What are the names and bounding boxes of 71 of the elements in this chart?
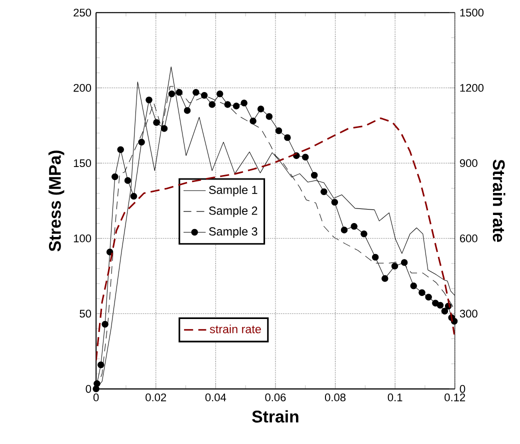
y2-tick-label: 600 [460,234,478,242]
point [320,188,328,195]
y2-tick-label: 300 [460,310,478,318]
point [425,294,432,300]
point [153,118,160,126]
point [146,96,152,104]
point [94,380,100,387]
point [176,88,183,96]
x-tick-label: 0.06 [265,393,286,402]
point [200,92,208,99]
x-tick-label: 0.1 [388,393,402,402]
point [232,102,240,110]
point [266,112,273,120]
point [106,248,114,256]
legend-label: Sample 1 [209,185,258,196]
point [400,258,408,266]
point [331,198,338,206]
point [240,99,248,106]
x-axis-title: Strain [252,410,298,422]
y2-tick-label: 900 [460,159,478,167]
point [138,138,145,146]
point [302,154,309,160]
y2-axis-title: Strain rate [492,159,506,242]
y-tick-label: 0 [86,384,92,393]
x-tick-label: 0.08 [324,393,346,402]
point [360,230,368,238]
point [350,222,358,230]
x-tick-label: 0.12 [444,393,466,402]
point [250,117,256,124]
point [117,146,124,153]
point [97,361,104,368]
point [216,90,224,98]
point [284,134,291,141]
y2-tick-label: 1500 [460,8,484,16]
point [441,308,448,314]
point [124,176,132,184]
x-tick-label: 0 [93,393,99,402]
point [208,100,216,108]
point [184,106,191,114]
y-tick-label: 150 [74,159,92,167]
legend-label: Sample 2 [209,206,258,217]
line-series [96,117,455,361]
point [160,124,168,132]
y-tick-label: 200 [74,84,92,92]
point [224,100,232,108]
y-tick-label: 250 [74,8,92,16]
point [257,105,264,112]
point [432,300,439,306]
point [168,90,176,98]
y2-tick-label: 1200 [460,84,484,92]
x-tick-label: 0.04 [205,393,226,402]
point [382,274,388,282]
y-tick-label: 50 [80,310,92,318]
point [112,173,118,180]
legend-label: Sample 3 [209,226,258,238]
y-axis-title: Stress (MPa) [48,150,64,252]
point [102,320,108,328]
point [372,254,379,260]
point [340,226,348,234]
point [192,88,200,96]
point [310,172,318,178]
x-tick-label: 0.02 [146,393,166,402]
y2-tick-label: 0 [460,384,466,393]
point [410,282,417,290]
legend-label: strain rate [210,324,261,334]
y-tick-label: 100 [74,234,92,242]
point [275,127,282,134]
point [418,289,426,296]
point [130,192,138,200]
point [436,302,444,308]
point [391,262,398,270]
